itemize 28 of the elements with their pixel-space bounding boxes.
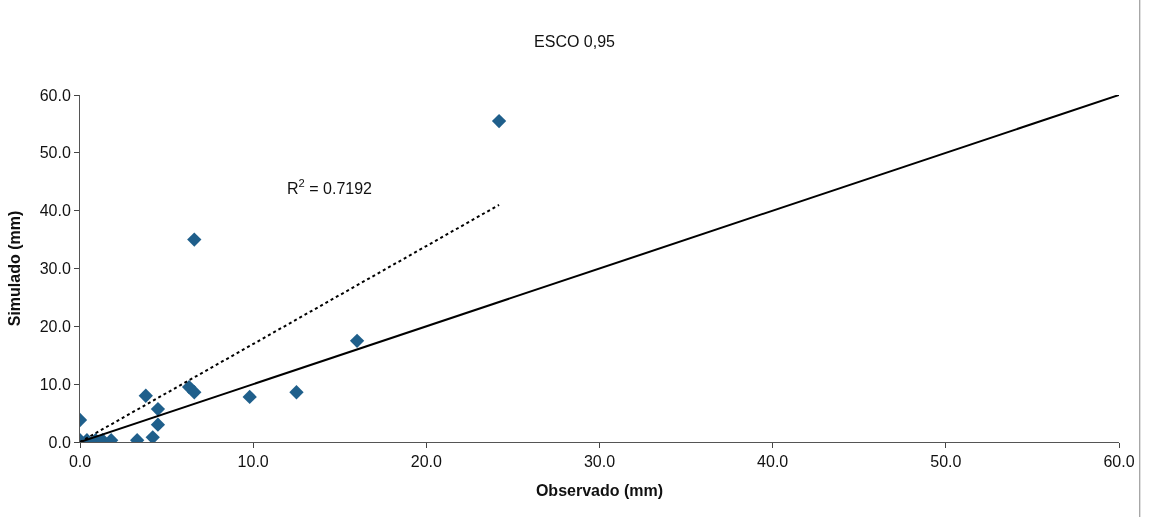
y-tick-label: 30.0 <box>39 260 71 278</box>
x-tick-label: 10.0 <box>237 453 269 471</box>
point <box>145 430 160 442</box>
x-tick-label: 20.0 <box>410 453 442 471</box>
point <box>138 388 153 403</box>
y-tick-label: 0.0 <box>48 433 71 451</box>
point <box>187 385 202 400</box>
point <box>242 389 257 405</box>
point <box>150 417 166 432</box>
y-tick-label: 50.0 <box>39 144 71 162</box>
x-tick-label: 60.0 <box>1103 453 1135 471</box>
y-tick-label: 40.0 <box>39 202 71 220</box>
x-tick-label: 50.0 <box>930 453 962 471</box>
y-tick-label: 20.0 <box>39 317 71 335</box>
y-axis-title: Simulado (mm) <box>5 210 23 327</box>
point <box>491 113 507 129</box>
point <box>150 401 166 417</box>
point <box>187 232 202 247</box>
x-tick-label: 0.0 <box>68 453 92 471</box>
y-tick-label: 60.0 <box>39 86 71 104</box>
annotation: R$^{2}$ = 0.7192 <box>287 177 373 197</box>
point <box>289 385 304 400</box>
chart-title: ESCO 0,95 <box>534 33 616 51</box>
point <box>349 333 365 348</box>
x-axis-title: Observado (mm) <box>535 481 664 499</box>
x-tick-label: 30.0 <box>583 453 616 471</box>
x-tick-label: 40.0 <box>757 453 789 471</box>
y-tick-label: 10.0 <box>39 375 71 393</box>
